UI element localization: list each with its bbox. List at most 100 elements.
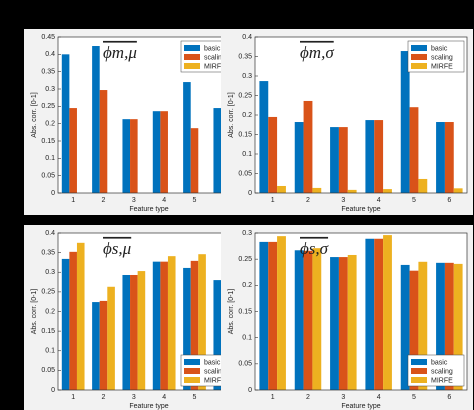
x-tick-label: 5	[193, 197, 197, 204]
y-tick-label: 0	[51, 190, 55, 197]
y-axis-label: Abs. corr. [0-1]	[228, 92, 235, 138]
y-tick-label: 0.4	[45, 51, 55, 58]
y-tick-label: 0.3	[242, 73, 252, 80]
bar	[183, 267, 191, 390]
y-tick-label: 0.15	[41, 328, 55, 335]
x-axis-label: Feature type	[341, 206, 380, 213]
subplot-title: ϕs,μ	[103, 239, 131, 258]
x-tick-label: 1	[271, 197, 275, 204]
legend-label: scaling	[204, 54, 226, 61]
axes-box	[254, 232, 468, 391]
x-tick-label: 6	[447, 394, 451, 401]
legend-label: basic	[431, 45, 448, 52]
y-tick-label: 0.2	[45, 308, 55, 315]
y-tick-label: 0.35	[238, 53, 252, 60]
bar	[418, 178, 428, 193]
y-tick-label: 0.2	[242, 112, 252, 119]
y-tick-label: 0.1	[242, 151, 252, 158]
legend-swatch	[184, 63, 200, 69]
y-tick-label: 0	[51, 387, 55, 394]
bar	[383, 189, 392, 193]
y-tick-label: 0	[248, 190, 252, 197]
y-tick-label: 0.1	[242, 335, 252, 342]
legend-label: MIRFE	[431, 377, 453, 384]
x-tick-label: 3	[132, 394, 136, 401]
bar	[347, 254, 357, 390]
y-tick-label: 0.25	[41, 103, 55, 110]
legend-swatch	[411, 359, 427, 365]
bar	[92, 302, 100, 390]
y-tick-label: 0.4	[242, 34, 252, 41]
bar	[409, 107, 419, 193]
bar	[436, 262, 445, 390]
bar	[409, 270, 419, 390]
bar	[268, 116, 278, 193]
bar	[312, 248, 322, 390]
legend-swatch	[411, 368, 427, 374]
y-tick-label: 0.05	[238, 170, 252, 177]
y-tick-label: 0.15	[41, 138, 55, 145]
y-tick-label: 0.35	[41, 249, 55, 256]
bar	[213, 280, 222, 390]
x-tick-label: 6	[447, 197, 451, 204]
y-axis-label: Abs. corr. [0-1]	[228, 289, 235, 335]
bar	[130, 119, 138, 193]
y-tick-label: 0.1	[45, 155, 55, 162]
bar	[294, 250, 304, 390]
legend-label: scaling	[204, 368, 226, 375]
x-tick-label: 3	[341, 197, 345, 204]
x-tick-label: 4	[377, 197, 381, 204]
bar	[190, 260, 199, 390]
y-tick-label: 0.1	[45, 348, 55, 355]
bar	[167, 256, 176, 390]
bar	[312, 187, 322, 193]
bar	[160, 261, 168, 390]
bar	[190, 128, 199, 193]
x-tick-label: 5	[193, 394, 197, 401]
x-tick-label: 3	[132, 197, 136, 204]
bar	[198, 254, 206, 390]
x-tick-label: 2	[102, 197, 106, 204]
bar	[444, 122, 454, 193]
legend-label: MIRFE	[204, 377, 226, 384]
x-tick-label: 5	[412, 197, 416, 204]
bar	[444, 262, 454, 390]
legend-swatch	[411, 45, 427, 51]
bar	[99, 300, 108, 390]
bar	[347, 189, 357, 193]
legend-swatch	[411, 63, 427, 69]
bar	[152, 111, 161, 193]
bar	[374, 238, 384, 390]
x-tick-label: 3	[341, 394, 345, 401]
bar	[183, 82, 191, 193]
bar	[374, 120, 384, 193]
bar	[76, 242, 85, 390]
bar	[277, 185, 286, 193]
legend-swatch	[184, 377, 200, 383]
y-tick-label: 0.15	[238, 131, 252, 138]
legend-label: scaling	[431, 54, 453, 61]
bar	[383, 235, 392, 390]
legend-label: scaling	[431, 368, 453, 375]
bar	[92, 46, 100, 193]
x-tick-label: 1	[71, 394, 75, 401]
legend-swatch	[184, 359, 200, 365]
bar	[259, 81, 269, 193]
legend-label: basic	[204, 45, 221, 52]
x-tick-label: 2	[102, 394, 106, 401]
y-tick-label: 0.15	[238, 308, 252, 315]
bar	[453, 188, 463, 193]
legend-label: MIRFE	[431, 63, 453, 70]
bar	[99, 90, 108, 193]
bar	[303, 100, 313, 193]
x-tick-label: 1	[271, 394, 275, 401]
bar	[418, 261, 428, 390]
bar	[69, 251, 77, 390]
y-tick-label: 0.3	[242, 230, 252, 237]
bar	[330, 257, 339, 390]
bar	[436, 122, 445, 193]
legend-swatch	[411, 377, 427, 383]
legend-label: MIRFE	[204, 63, 226, 70]
